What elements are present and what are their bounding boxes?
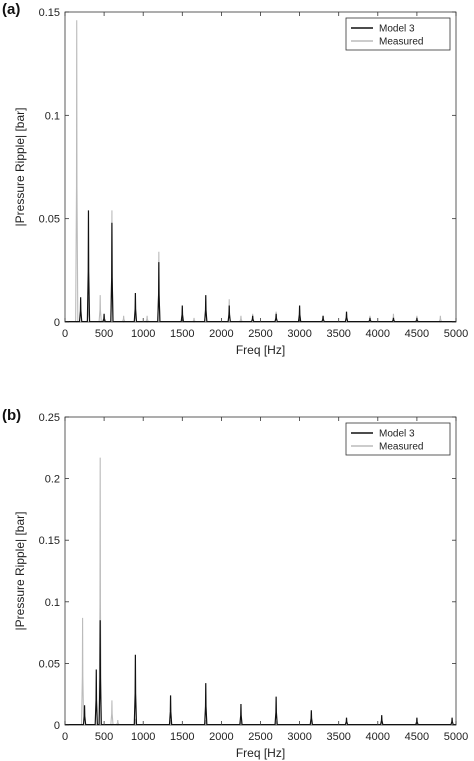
x-tick-label: 2000 [209,731,233,743]
x-tick-label: 2500 [248,731,272,743]
x-tick-label: 5000 [444,731,468,743]
legend-box [345,17,451,51]
x-tick-label: 1000 [131,328,155,340]
y-tick-label: 0.05 [39,214,60,226]
x-tick-label: 4000 [366,731,390,743]
x-tick-label: 500 [95,731,113,743]
plot-frame [64,416,457,726]
legend-box [345,422,451,456]
y-tick-label: 0 [54,317,60,329]
y-tick-label: 0.15 [39,535,60,547]
y-tick-label: 0.1 [45,597,60,609]
x-tick-label: 2000 [209,328,233,340]
y-tick-label: 0.05 [39,658,60,670]
y-axis-label: |Pressure Ripple| [bar] [13,108,27,227]
x-tick-label: 5000 [444,328,468,340]
series-line-model-3 [65,210,456,323]
x-tick-label: 4500 [405,731,429,743]
x-axis-label: Freq [Hz] [236,746,285,760]
legend-label-measured: Measured [379,37,423,48]
y-tick-label: 0.25 [39,412,60,424]
panel-label: (a) [2,1,20,18]
y-tick-label: 0.2 [45,474,60,486]
series-line-model-3 [65,620,456,726]
y-tick-label: 0.1 [45,110,60,122]
x-axis-label: Freq [Hz] [236,343,285,357]
x-tick-label: 0 [62,328,68,340]
legend-label-measured: Measured [379,442,423,453]
legend: Model 3 Measured [345,17,451,51]
x-tick-label: 3000 [287,731,311,743]
panel-a: (a) 0 500 1000 1500 2000 2500 3000 3500 4000 4500 5… [2,1,468,357]
legend-label-model-3: Model 3 [379,429,415,440]
y-tick-label: 0 [54,720,60,732]
x-tick-label: 1500 [170,328,194,340]
panel-label: (b) [2,407,21,424]
x-tick-label: 0 [62,731,68,743]
x-tick-label: 4500 [405,328,429,340]
x-tick-label: 3500 [326,731,350,743]
y-tick-label: 0.15 [39,7,60,19]
legend: Model 3 Measured [345,422,451,456]
x-tick-label: 500 [95,328,113,340]
plot-frame [64,11,457,323]
x-tick-label: 1500 [170,731,194,743]
x-tick-label: 3500 [326,328,350,340]
panel-b: (b) 0 500 1000 1500 2000 2500 3000 3500 4000 4500 5… [2,407,468,760]
x-tick-label: 1000 [131,731,155,743]
x-tick-label: 3000 [287,328,311,340]
legend-label-model-3: Model 3 [379,24,415,35]
x-tick-label: 2500 [248,328,272,340]
y-axis-label: |Pressure Ripple| [bar] [13,512,27,631]
x-tick-label: 4000 [366,328,390,340]
